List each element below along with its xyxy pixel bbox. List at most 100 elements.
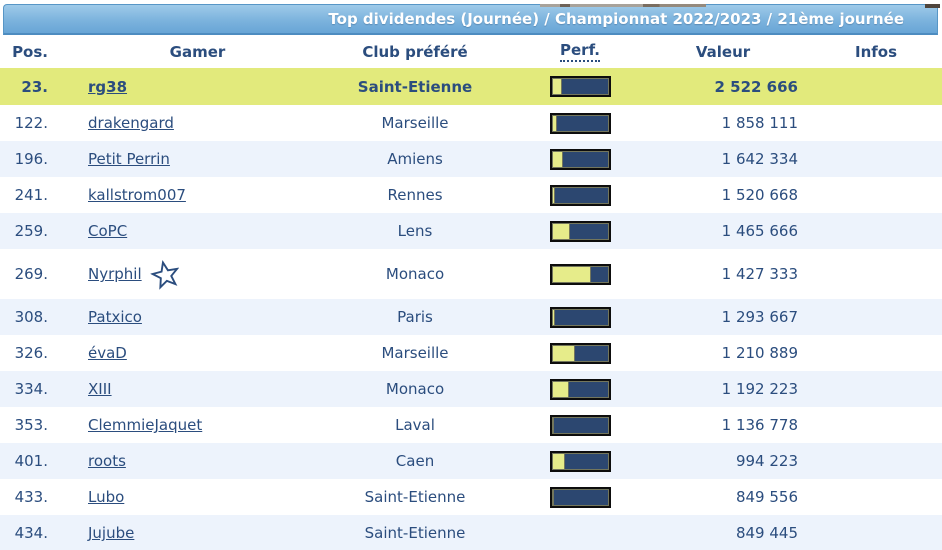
column-header-valeur: Valeur [695, 42, 751, 61]
table-row: 259. CoPC Lens 1 465 666 [0, 213, 942, 249]
table-row: 308. Patxico Paris 1 293 667 [0, 299, 942, 335]
club-cell: Saint-Etienne [364, 524, 466, 542]
gamer-link[interactable]: ClemmieJaquet [88, 416, 203, 434]
perf-bar [549, 342, 611, 364]
club-cell: Monaco [385, 265, 445, 283]
table-row: 326. évaD Marseille 1 210 889 [0, 335, 942, 371]
perf-bar-fill [551, 344, 576, 362]
perf-bar [549, 306, 611, 328]
table-row: 196. Petit Perrin Amiens 1 642 334 [0, 141, 942, 177]
table-row: 122. drakengard Marseille 1 858 111 [0, 105, 942, 141]
table-row: 334. XIII Monaco 1 192 223 [0, 371, 942, 407]
pos-cell: 353. [14, 416, 48, 434]
gamer-link[interactable]: CoPC [88, 222, 128, 240]
perf-bar-fill [551, 308, 556, 326]
perf-bar [549, 450, 611, 472]
valeur-cell: 1 136 778 [721, 416, 798, 434]
perf-cell [490, 184, 670, 206]
perf-bar [549, 414, 611, 436]
gamer-cell: évaD [55, 344, 340, 362]
gamer-link[interactable]: kallstrom007 [88, 186, 186, 204]
valeur-cell: 1 858 111 [721, 114, 798, 132]
gamer-link[interactable]: roots [88, 452, 126, 470]
gamer-cell: CoPC [55, 222, 340, 240]
valeur-cell: 849 445 [735, 524, 798, 542]
gamer-cell: Nyrphil [55, 259, 340, 290]
gamer-cell: Petit Perrin [55, 150, 340, 168]
pos-cell: 401. [14, 452, 48, 470]
pos-cell: 308. [14, 308, 48, 326]
club-cell: Laval [395, 416, 435, 434]
table-header-row: Pos. Gamer Club préféré Perf. Valeur Inf… [0, 35, 942, 68]
valeur-cell: 1 465 666 [721, 222, 798, 240]
perf-tooltip-label[interactable]: Perf. [560, 41, 600, 62]
club-cell: Lens [397, 222, 433, 240]
pos-cell: 122. [14, 114, 48, 132]
gamer-link[interactable]: rg38 [88, 77, 128, 96]
perf-cell [490, 450, 670, 472]
pos-cell: 259. [14, 222, 48, 240]
gamer-link[interactable]: drakengard [88, 114, 174, 132]
perf-bar-fill [551, 265, 592, 283]
perf-cell [490, 263, 670, 285]
gamer-link[interactable]: Lubo [88, 488, 125, 506]
pos-cell: 326. [14, 344, 48, 362]
club-cell: Saint-Etienne [357, 77, 473, 96]
perf-bar-fill [551, 488, 555, 506]
club-cell: Caen [395, 452, 435, 470]
perf-cell [490, 76, 670, 97]
leaderboard-page: Top dividendes (Journée) / Championnat 2… [0, 4, 942, 550]
club-cell: Paris [397, 308, 433, 326]
pos-cell: 434. [14, 524, 48, 542]
pos-cell: 196. [14, 150, 48, 168]
pos-cell: 241. [14, 186, 48, 204]
star-icon[interactable] [149, 259, 180, 290]
gamer-cell: Patxico [55, 308, 340, 326]
perf-cell [490, 220, 670, 242]
gamer-cell: Jujube [55, 524, 340, 542]
perf-bar-fill [551, 380, 569, 398]
perf-bar-fill [551, 452, 566, 470]
gamer-link[interactable]: XIII [88, 380, 112, 398]
club-cell: Saint-Etienne [364, 488, 466, 506]
perf-cell [490, 486, 670, 508]
club-cell: Monaco [385, 380, 445, 398]
valeur-cell: 1 427 333 [721, 265, 798, 283]
column-header-infos: Infos [854, 42, 898, 61]
gamer-link[interactable]: Jujube [88, 524, 135, 542]
valeur-cell: 1 210 889 [721, 344, 798, 362]
gamer-link[interactable]: Patxico [88, 308, 142, 326]
column-header-pos: Pos. [12, 42, 48, 61]
gamer-link[interactable]: Nyrphil [88, 265, 142, 283]
club-cell: Amiens [387, 150, 443, 168]
gamer-link[interactable]: Petit Perrin [88, 150, 170, 168]
valeur-cell: 1 293 667 [721, 308, 798, 326]
club-cell: Marseille [381, 344, 449, 362]
table-row: 401. roots Caen 994 223 [0, 443, 942, 479]
title-banner: Top dividendes (Journée) / Championnat 2… [3, 4, 938, 35]
gamer-link[interactable]: évaD [88, 344, 127, 362]
table-row: 353. ClemmieJaquet Laval 1 136 778 [0, 407, 942, 443]
perf-bar-fill [551, 222, 571, 240]
gamer-cell: XIII [55, 380, 340, 398]
gamer-cell: Lubo [55, 488, 340, 506]
perf-bar-fill [551, 78, 562, 95]
column-header-club: Club préféré [362, 42, 468, 61]
gamer-cell: rg38 [55, 78, 340, 96]
perf-cell [490, 414, 670, 436]
perf-cell [490, 378, 670, 400]
pos-cell: 269. [14, 265, 48, 283]
valeur-cell: 849 556 [735, 488, 798, 506]
perf-bar [549, 378, 611, 400]
perf-bar [549, 263, 611, 285]
valeur-cell: 1 520 668 [721, 186, 798, 204]
cropped-image-fragment [540, 4, 706, 7]
pos-cell: 334. [14, 380, 48, 398]
table-row: 23. rg38 Saint-Etienne 2 522 666 [0, 68, 942, 105]
column-header-gamer: Gamer [169, 42, 226, 61]
gamer-cell: ClemmieJaquet [55, 416, 340, 434]
perf-cell [490, 306, 670, 328]
table-row: 241. kallstrom007 Rennes 1 520 668 [0, 177, 942, 213]
gamer-cell: drakengard [55, 114, 340, 132]
table-row: 434. Jujube Saint-Etienne 849 445 [0, 515, 942, 550]
